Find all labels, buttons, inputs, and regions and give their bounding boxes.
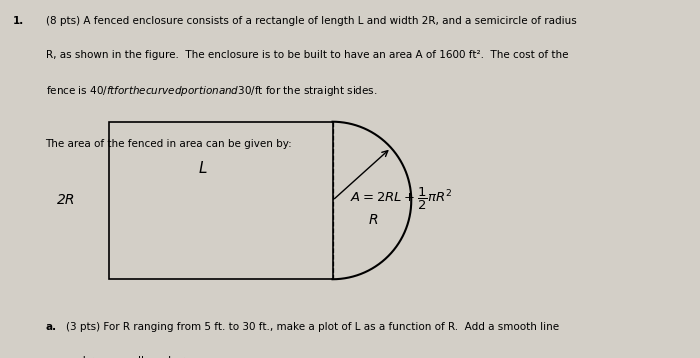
Text: $A = 2RL + \dfrac{1}{2}\pi R^2$: $A = 2RL + \dfrac{1}{2}\pi R^2$ bbox=[350, 186, 452, 212]
Text: L: L bbox=[198, 161, 206, 176]
Text: and remove all markers.: and remove all markers. bbox=[66, 356, 194, 358]
Text: R: R bbox=[369, 213, 378, 227]
Text: R, as shown in the figure.  The enclosure is to be built to have an area A of 16: R, as shown in the figure. The enclosure… bbox=[46, 50, 568, 60]
Text: fence is $40/ft for the curved portion and $30/ft for the straight sides.: fence is $40/ft for the curved portion a… bbox=[46, 84, 377, 98]
Text: (8 pts) A fenced enclosure consists of a rectangle of length L and width 2R, and: (8 pts) A fenced enclosure consists of a… bbox=[46, 16, 576, 26]
Text: a.: a. bbox=[46, 322, 57, 332]
Text: 2R: 2R bbox=[57, 193, 76, 208]
Text: 1.: 1. bbox=[13, 16, 24, 26]
Text: The area of the fenced in area can be given by:: The area of the fenced in area can be gi… bbox=[46, 139, 293, 149]
Text: (3 pts) For R ranging from 5 ft. to 30 ft., make a plot of L as a function of R.: (3 pts) For R ranging from 5 ft. to 30 f… bbox=[66, 322, 559, 332]
